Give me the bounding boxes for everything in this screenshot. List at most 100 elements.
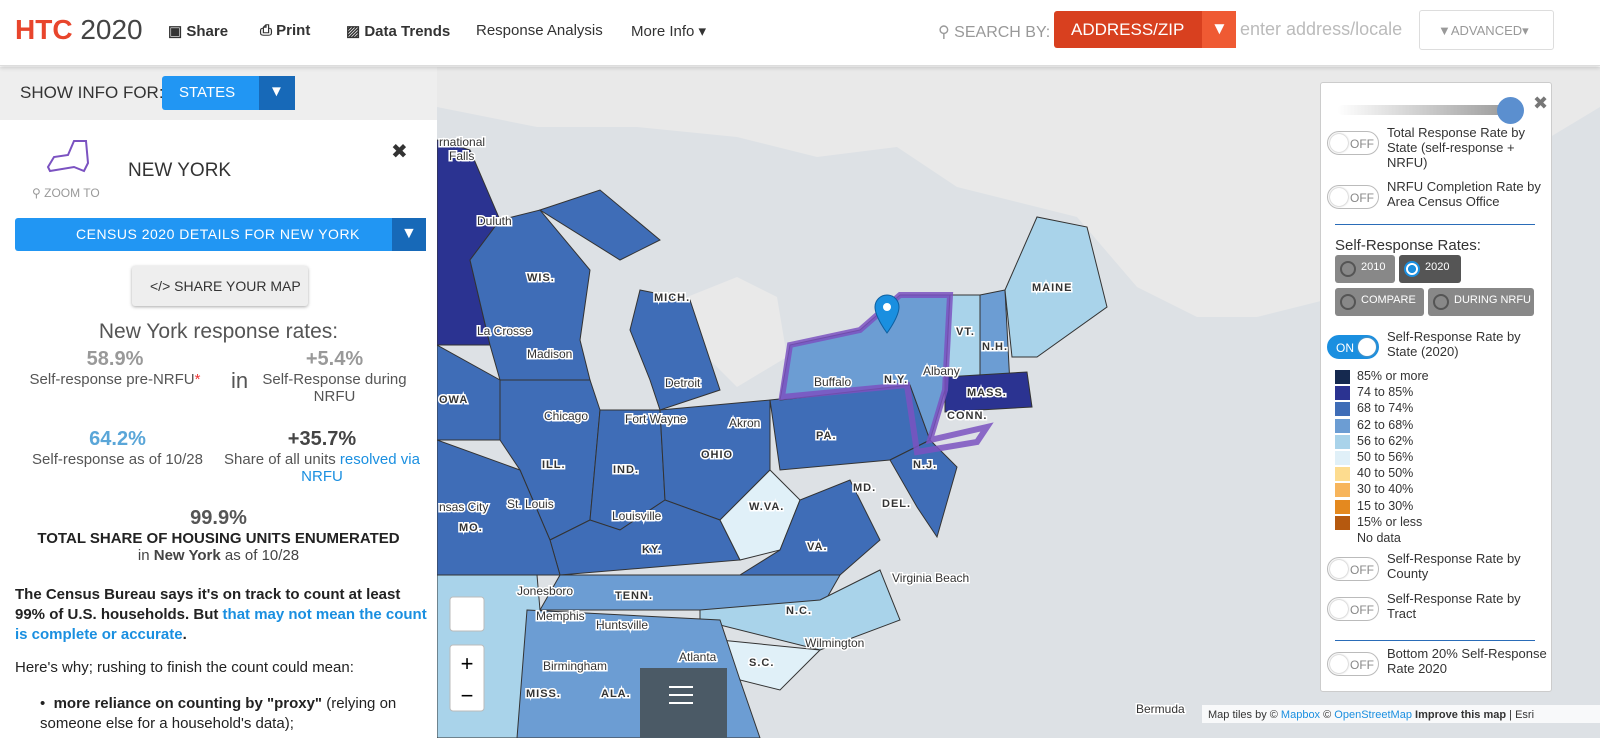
- total-sub-state: New York: [153, 547, 221, 564]
- zoom-to-text: ZOOM TO: [44, 186, 100, 200]
- map-label: CONN.: [947, 410, 987, 422]
- attribution-part[interactable]: OpenStreetMap: [1334, 709, 1412, 721]
- legend-swatch: [1335, 451, 1350, 465]
- map-label: Memphis: [536, 609, 585, 623]
- map-label: S.C.: [749, 657, 774, 669]
- header: HTC 2020 ⚲ SEARCH BY: ADDRESS/ZIP ▼ enter…: [0, 0, 1600, 66]
- map-label: N.J.: [913, 459, 937, 471]
- logo[interactable]: HTC 2020: [15, 14, 143, 46]
- panel-close[interactable]: ✖: [1533, 93, 1549, 113]
- legend-swatch: [1335, 499, 1350, 514]
- map-label: nsas City: [439, 500, 488, 514]
- radio-label: DURING NRFU: [1454, 294, 1531, 306]
- stat-value: +5.4%: [305, 348, 364, 370]
- map-label: W.VA.: [749, 501, 784, 513]
- attribution-part[interactable]: Improve this map: [1415, 709, 1506, 721]
- details-button[interactable]: CENSUS 2020 DETAILS FOR NEW YORK ▼: [15, 218, 426, 251]
- toggle-state: OFF: [1350, 603, 1374, 617]
- toggle-label: Self-Response Rate by State (2020): [1387, 329, 1521, 359]
- toggle-knob: [1330, 600, 1348, 618]
- map-label: Akron: [729, 416, 760, 430]
- map-label: Huntsville: [596, 618, 648, 632]
- nav-item[interactable]: ▨ Data Trends: [346, 23, 451, 40]
- toggle[interactable]: OFF: [1327, 652, 1379, 676]
- radio-option[interactable]: 2010: [1335, 255, 1395, 283]
- share-map-button[interactable]: </> SHARE YOUR MAP: [132, 266, 308, 306]
- map-pin[interactable]: [874, 294, 900, 334]
- slider-handle[interactable]: [1497, 97, 1524, 124]
- radio: [1404, 261, 1420, 277]
- toggle[interactable]: OFF: [1327, 597, 1379, 621]
- close-button[interactable]: ✖: [391, 141, 408, 163]
- search-input[interactable]: enter address/locale: [1240, 19, 1403, 39]
- toggle[interactable]: OFF: [1327, 185, 1379, 209]
- legend-label: 62 to 68%: [1357, 417, 1414, 432]
- total-value: 99.9%: [190, 507, 247, 529]
- nav-item[interactable]: ⎙ Print: [260, 22, 311, 39]
- stat-2: +5.4% Self-Response during NRFU: [252, 348, 417, 405]
- canada: [437, 67, 1600, 317]
- locate-button[interactable]: [449, 596, 485, 632]
- toggle[interactable]: OFF: [1327, 557, 1379, 581]
- legend-label: 30 to 40%: [1357, 482, 1414, 497]
- map-label: Chicago: [544, 409, 588, 423]
- legend-swatch: [1335, 386, 1350, 401]
- legend-label: 68 to 74%: [1357, 401, 1414, 416]
- share-map-text: SHARE YOUR MAP: [174, 278, 301, 294]
- zoom-to[interactable]: ⚲ ZOOM TO: [32, 186, 100, 200]
- logo-b: 2020: [80, 14, 143, 45]
- toggle-label: Self-Response Rate by County: [1387, 551, 1521, 581]
- radio-option[interactable]: 2020: [1399, 255, 1461, 283]
- map-label: MAINE: [1032, 282, 1072, 294]
- divider: [1335, 224, 1535, 225]
- map-label: WIS.: [527, 272, 555, 284]
- stat-value: +35.7%: [287, 428, 357, 450]
- zoom-out[interactable]: −: [461, 683, 474, 708]
- radio-option[interactable]: DURING NRFU: [1428, 288, 1534, 316]
- radio-option[interactable]: COMPARE: [1335, 288, 1424, 316]
- attribution: Map tiles by © Mapbox © OpenStreetMap Im…: [1208, 709, 1534, 721]
- search-mode[interactable]: ADDRESS/ZIP ▼: [1054, 11, 1236, 48]
- map-label: Fort Wayne: [625, 412, 687, 426]
- map-label: VA.: [807, 541, 828, 553]
- show-info-label: SHOW INFO FOR:: [20, 83, 164, 102]
- nav-item[interactable]: ▣ Share: [168, 23, 229, 40]
- map-label: Falls: [449, 149, 474, 163]
- attribution-bg: [1202, 705, 1600, 723]
- attribution-part: | Esri: [1509, 709, 1534, 721]
- advanced-button[interactable]: ▼ADVANCED▾: [1419, 10, 1554, 50]
- nav-item[interactable]: Response Analysis: [476, 22, 603, 39]
- toggle[interactable]: ON: [1327, 335, 1379, 359]
- toggle[interactable]: OFF: [1327, 131, 1379, 155]
- stat-link[interactable]: resolved via NRFU: [301, 451, 420, 485]
- nav-item[interactable]: More Info ▾: [631, 23, 707, 40]
- stat-value: 58.9%: [86, 348, 144, 370]
- show-info-select[interactable]: STATES ▼: [162, 76, 295, 110]
- rates-title: New York response rates:: [98, 320, 339, 343]
- map-label: KY.: [642, 544, 662, 556]
- show-info-value: STATES: [179, 84, 236, 101]
- map-label: Jonesboro: [517, 584, 573, 598]
- toggle-label: NRFU Completion Rate by Area Census Offi…: [1387, 179, 1541, 209]
- search-mode-text: ADDRESS/ZIP: [1071, 20, 1185, 39]
- search-label-text: SEARCH BY:: [954, 24, 1051, 41]
- stat-1: 58.9% Self-response pre-NRFU*: [15, 348, 215, 388]
- legend-label: 74 to 85%: [1357, 385, 1414, 400]
- map-label: TENN.: [615, 590, 653, 602]
- map-label: OHIO: [701, 449, 733, 461]
- zoom-control[interactable]: [449, 644, 485, 712]
- legend-swatch: [1335, 434, 1350, 449]
- radio: [1340, 294, 1356, 310]
- dropdown-arrow: ▼: [1202, 11, 1236, 48]
- dropdown-arrow: ▼: [259, 76, 295, 110]
- legend-swatch: [1335, 515, 1350, 530]
- radio: [1340, 261, 1356, 277]
- zoom-in[interactable]: +: [461, 651, 474, 676]
- opacity-slider[interactable]: [1337, 105, 1512, 115]
- attribution-part[interactable]: Mapbox: [1281, 709, 1321, 721]
- map-label: N.C.: [786, 605, 812, 617]
- map-label: rnational: [439, 135, 485, 149]
- paragraph-link[interactable]: that may not mean the count is complete …: [15, 606, 427, 643]
